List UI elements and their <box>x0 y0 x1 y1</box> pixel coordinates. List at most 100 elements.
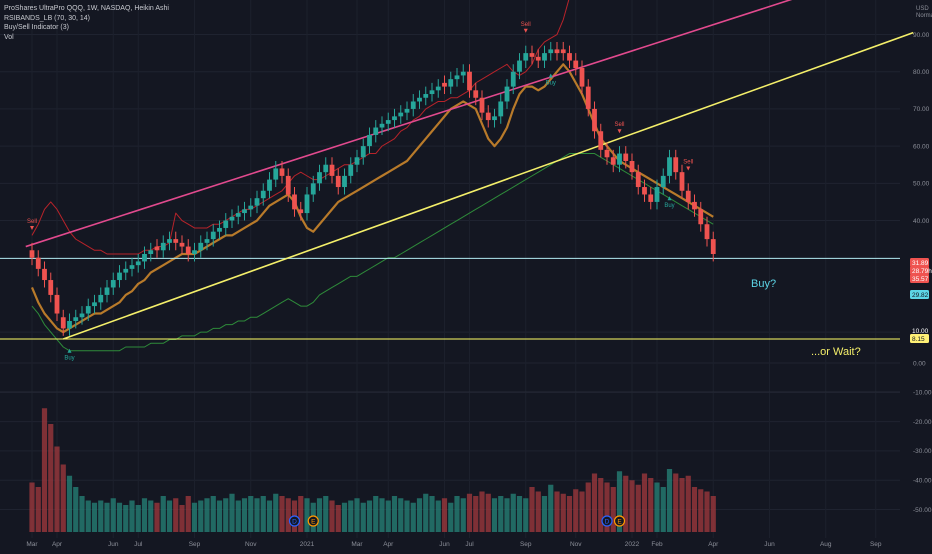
buy-signal-label: Buy <box>64 356 74 362</box>
volume-bar <box>610 487 616 532</box>
candle-body <box>479 97 485 113</box>
volume-bar <box>423 493 429 532</box>
trend-line[interactable] <box>62 31 914 340</box>
volume-bar <box>573 489 579 532</box>
candle-body <box>623 153 629 161</box>
rsi-lower-band-line <box>31 153 714 352</box>
candle-body <box>342 175 347 188</box>
volume-bar <box>698 489 704 532</box>
candle-body <box>560 49 566 54</box>
candle-body <box>535 56 541 61</box>
volume-bar <box>323 496 329 532</box>
time-axis-tick-label: 2021 <box>300 541 315 548</box>
volume-bar <box>429 496 435 532</box>
candle-body <box>367 134 372 147</box>
candle-body <box>423 94 429 98</box>
annotation-buy-question: Buy? <box>751 278 776 290</box>
sell-signal-arrow <box>617 129 622 134</box>
candle-body <box>135 261 141 266</box>
candle-body <box>348 164 354 176</box>
price-label-badge <box>910 290 929 299</box>
candle-body <box>123 268 129 273</box>
symbol-label[interactable]: ProShares UltraPro QQQ, 1W, NASDAQ, Heik… <box>4 5 169 12</box>
candle-body <box>679 172 685 191</box>
event-marker[interactable] <box>613 515 626 527</box>
volume-bar <box>685 475 691 532</box>
candle-body <box>442 82 447 87</box>
time-axis-tick-label: Jul <box>134 541 143 548</box>
candle-body <box>285 175 291 195</box>
volume-bar <box>366 500 373 532</box>
buysell-indicator-label[interactable]: Buy/Sell Indicator (3) <box>4 24 69 31</box>
volume-bar <box>416 498 423 532</box>
event-marker-glyph: D <box>292 518 297 525</box>
time-axis-tick-label: Aug <box>820 541 832 548</box>
price-axis-tick-label: -30.00 <box>913 448 932 455</box>
time-axis-tick-label: Apr <box>383 541 394 548</box>
volume-bar <box>35 487 41 532</box>
volume-bar <box>448 502 454 532</box>
trend-line[interactable] <box>25 0 914 248</box>
volume-bar <box>648 478 654 532</box>
event-marker[interactable] <box>307 515 319 527</box>
sell-signal-label: Sell <box>521 22 531 28</box>
price-label-text: 28.79h <box>912 268 932 275</box>
candle-body <box>392 116 397 121</box>
candle-body <box>29 250 35 258</box>
candle-body <box>429 90 435 95</box>
candle-body <box>604 149 610 158</box>
candle-body <box>635 172 641 188</box>
time-axis-tick-label: Sep <box>520 541 532 548</box>
volume-bar <box>504 498 510 532</box>
candle-body <box>379 123 385 128</box>
candle-body <box>592 108 597 132</box>
volume-bar <box>479 491 485 532</box>
volume-bar <box>29 482 35 532</box>
volume-bar <box>516 496 523 532</box>
sell-signal-label: Sell <box>27 219 37 225</box>
volume-bar <box>66 475 73 532</box>
event-marker[interactable] <box>601 515 613 527</box>
candle-body <box>385 120 391 124</box>
axis-scale-mode-label[interactable]: Normal <box>916 13 932 19</box>
sell-signal-arrow <box>523 28 528 33</box>
volume-bar <box>85 500 91 532</box>
volume-bar <box>129 500 135 532</box>
volume-bar <box>98 500 104 532</box>
volume-bar <box>191 502 198 532</box>
volume-bar <box>73 487 79 532</box>
volume-bar <box>273 493 279 532</box>
volume-bar <box>404 500 410 532</box>
candle-body <box>260 190 266 199</box>
event-marker[interactable] <box>288 515 301 527</box>
candle-body <box>204 239 210 243</box>
rsibands-indicator-label[interactable]: RSIBANDS_LB (70, 30, 14) <box>4 14 90 22</box>
volume-bar <box>435 500 441 532</box>
volume-bar <box>654 482 660 532</box>
candle-body <box>335 175 341 188</box>
candle-body <box>198 242 204 251</box>
volume-indicator-label[interactable]: Vol <box>4 33 14 41</box>
price-label-badge <box>910 258 929 267</box>
candle-body <box>242 209 247 214</box>
price-axis-tick-label: 100.00 <box>913 0 932 2</box>
sell-signal-arrow <box>686 166 691 171</box>
volume-bar <box>373 496 379 532</box>
candle-body <box>223 220 229 228</box>
candle-body <box>498 101 504 117</box>
volume-bar <box>473 496 479 532</box>
candle-body <box>310 183 316 195</box>
candle-body <box>267 179 272 191</box>
candle-body <box>573 60 579 68</box>
volume-bar <box>510 493 516 532</box>
volume-bar <box>491 498 498 532</box>
candle-body <box>598 131 604 150</box>
price-label-text: 31.89 <box>912 260 929 267</box>
volume-bar <box>616 471 623 532</box>
volume-bar <box>498 496 504 532</box>
sell-signal-arrow <box>30 225 34 230</box>
price-axis-tick-label: -50.00 <box>913 507 932 514</box>
volume-bar <box>704 491 710 532</box>
